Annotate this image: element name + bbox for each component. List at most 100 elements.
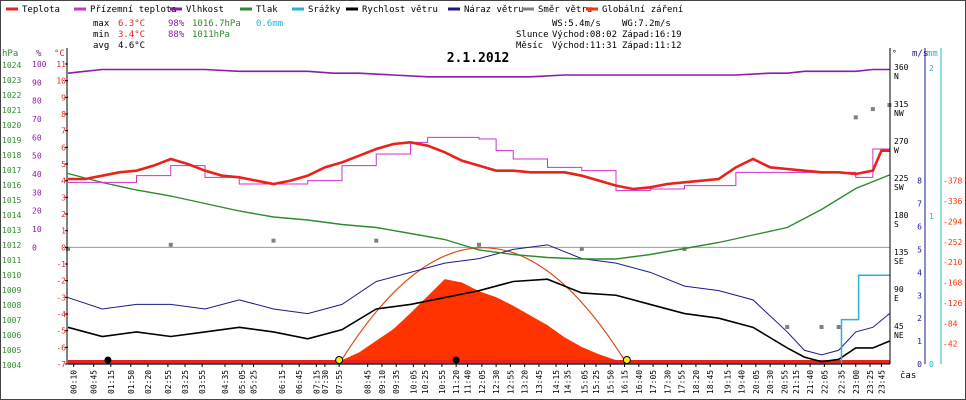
hpa-tick-14: 1010 [2, 271, 21, 280]
series-temperature [68, 141, 890, 191]
pct-tick-3: 70 [32, 115, 42, 124]
hpa-tick-7: 1017 [2, 166, 21, 175]
ms-tick-4: 4 [917, 268, 922, 277]
x-tick-46: 21:15 [792, 370, 801, 394]
x-tick-13: 07:15 [312, 370, 321, 394]
deg-tick-2: 270 [894, 137, 909, 146]
legend-label-7: Směr větru [538, 5, 592, 15]
legend-label-4: Srážky [308, 5, 341, 15]
x-tick-9: 05:05 [238, 370, 247, 394]
ms-tick-7: 1 [917, 337, 922, 346]
stats-max-label: max [93, 19, 110, 29]
pct-tick-6: 40 [32, 170, 42, 179]
rad-tick-7: -84 [943, 319, 958, 328]
x-tick-4: 02:20 [144, 370, 153, 394]
deg-unit: ° [892, 49, 897, 58]
x-tick-24: 12:05 [478, 370, 487, 394]
stats-min-press: 1011hPa [192, 30, 230, 40]
hpa-unit: hPa [2, 49, 18, 59]
ms-tick-1: 7 [917, 200, 922, 209]
c-unit: °C [54, 49, 65, 59]
rad-tick-5: -168 [943, 279, 962, 288]
hpa-tick-17: 1007 [2, 316, 21, 325]
x-tick-51: 23:25 [866, 370, 875, 394]
stats-moon-set: Západ:11:12 [622, 41, 682, 51]
wind-dir-point-8 [819, 325, 824, 329]
stats-max-hum: 98% [168, 19, 185, 29]
hpa-tick-8: 1016 [2, 181, 21, 190]
hpa-tick-18: 1006 [2, 331, 21, 340]
x-tick-2: 01:15 [107, 370, 116, 394]
ms-tick-5: 3 [917, 291, 922, 300]
x-tick-41: 19:15 [723, 370, 732, 394]
rad-tick-1: -336 [943, 197, 962, 206]
rad-tick-3: -252 [943, 238, 962, 247]
c-tick-14: -3 [56, 293, 66, 302]
x-tick-37: 17:30 [663, 370, 672, 394]
legend: Teplota Přízemní teplota Vlhkost Tlak Srážky… [6, 5, 683, 15]
dir-tick-4: S [894, 220, 899, 229]
x-tick-31: 15:05 [581, 370, 590, 394]
x-tick-19: 10:05 [409, 370, 418, 394]
hpa-tick-1: 1023 [2, 76, 21, 85]
deg-tick-1: 315 [894, 100, 909, 109]
pct-tick-10: 0 [32, 243, 37, 252]
hpa-tick-10: 1014 [2, 211, 21, 220]
moonrise-marker [452, 356, 460, 364]
wind-dir-point-4 [477, 242, 481, 247]
stats-moon-rise: Východ:11:31 [552, 41, 617, 51]
c-tick-16: -5 [56, 327, 66, 336]
x-tick-26: 12:55 [506, 370, 515, 394]
hpa-tick-3: 1021 [2, 106, 21, 115]
c-tick-2: 9 [61, 93, 66, 102]
x-tick-29: 14:15 [552, 370, 561, 394]
c-tick-9: 2 [61, 210, 66, 219]
x-tick-34: 16:15 [621, 370, 630, 394]
x-tick-7: 03:55 [198, 370, 207, 394]
pct-unit: % [36, 49, 42, 59]
rad-tick-8: -42 [943, 340, 958, 349]
stats-slunce-label: Slunce [516, 30, 549, 40]
rad-tick-2: -294 [943, 217, 962, 226]
dir-tick-1: NW [894, 109, 904, 118]
dir-tick-3: SW [894, 183, 904, 192]
c-tick-4: 7 [61, 127, 66, 136]
c-tick-12: -1 [56, 260, 66, 269]
x-tick-1: 00:45 [90, 370, 99, 394]
deg-tick-4: 180 [894, 211, 909, 220]
ms-tick-6: 2 [917, 314, 922, 323]
c-tick-5: 6 [61, 143, 66, 152]
ms-tick-2: 6 [917, 223, 922, 232]
series-radiation-area [333, 279, 628, 364]
x-tick-5: 02:55 [164, 370, 173, 394]
stats-max-temp: 6.3°C [118, 19, 145, 29]
hpa-tick-13: 1011 [2, 256, 21, 265]
x-tick-48: 22:05 [820, 370, 829, 394]
dir-tick-5: SE [894, 257, 904, 266]
hpa-tick-9: 1015 [2, 196, 21, 205]
wind-dir-point-11 [870, 107, 875, 112]
x-tick-35: 16:40 [635, 370, 644, 394]
deg-tick-3: 225 [894, 174, 909, 183]
ms-tick-3: 5 [917, 245, 922, 254]
stats-max-rain: 0.6mm [256, 19, 283, 29]
x-tick-47: 21:40 [806, 370, 815, 394]
c-tick-7: 4 [61, 177, 66, 186]
x-tick-16: 08:45 [364, 370, 373, 394]
x-tick-30: 14:35 [563, 370, 572, 394]
x-tick-28: 13:45 [535, 370, 544, 394]
pct-tick-1: 90 [32, 78, 42, 87]
pct-tick-2: 80 [32, 97, 42, 106]
c-tick-6: 5 [61, 160, 66, 169]
pct-tick-0: 100 [32, 60, 47, 69]
pct-tick-9: 10 [32, 225, 42, 234]
x-tick-44: 20:30 [766, 370, 775, 394]
pct-tick-8: 20 [32, 207, 42, 216]
chart-title: 2.1.2012 [447, 51, 510, 66]
wind-dir-point-0 [66, 246, 70, 251]
stats-sun-set: Západ:16:19 [622, 30, 682, 40]
stats-wg: WG:7.2m/s [622, 19, 671, 29]
pct-tick-4: 60 [32, 133, 42, 142]
legend-label-1: Přízemní teplota [90, 5, 177, 15]
